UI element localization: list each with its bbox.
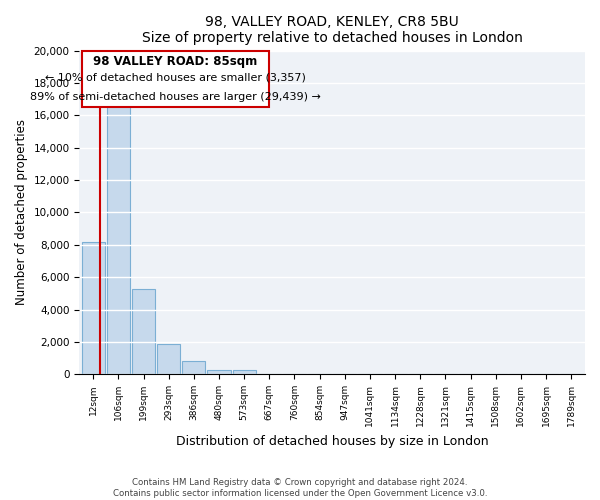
Text: Contains HM Land Registry data © Crown copyright and database right 2024.
Contai: Contains HM Land Registry data © Crown c… [113, 478, 487, 498]
Bar [82, 242, 105, 374]
Text: 98 VALLEY ROAD: 85sqm: 98 VALLEY ROAD: 85sqm [94, 56, 257, 68]
Text: 89% of semi-detached houses are larger (29,439) →: 89% of semi-detached houses are larger (… [30, 92, 321, 102]
Bar [132, 288, 155, 374]
Bar [157, 344, 180, 374]
Title: 98, VALLEY ROAD, KENLEY, CR8 5BU
Size of property relative to detached houses in: 98, VALLEY ROAD, KENLEY, CR8 5BU Size of… [142, 15, 523, 45]
Bar [107, 106, 130, 374]
Y-axis label: Number of detached properties: Number of detached properties [15, 120, 28, 306]
Bar [182, 362, 205, 374]
X-axis label: Distribution of detached houses by size in London: Distribution of detached houses by size … [176, 434, 488, 448]
Bar [208, 370, 230, 374]
Text: ← 10% of detached houses are smaller (3,357): ← 10% of detached houses are smaller (3,… [45, 72, 306, 82]
Bar [233, 370, 256, 374]
FancyBboxPatch shape [82, 50, 269, 107]
